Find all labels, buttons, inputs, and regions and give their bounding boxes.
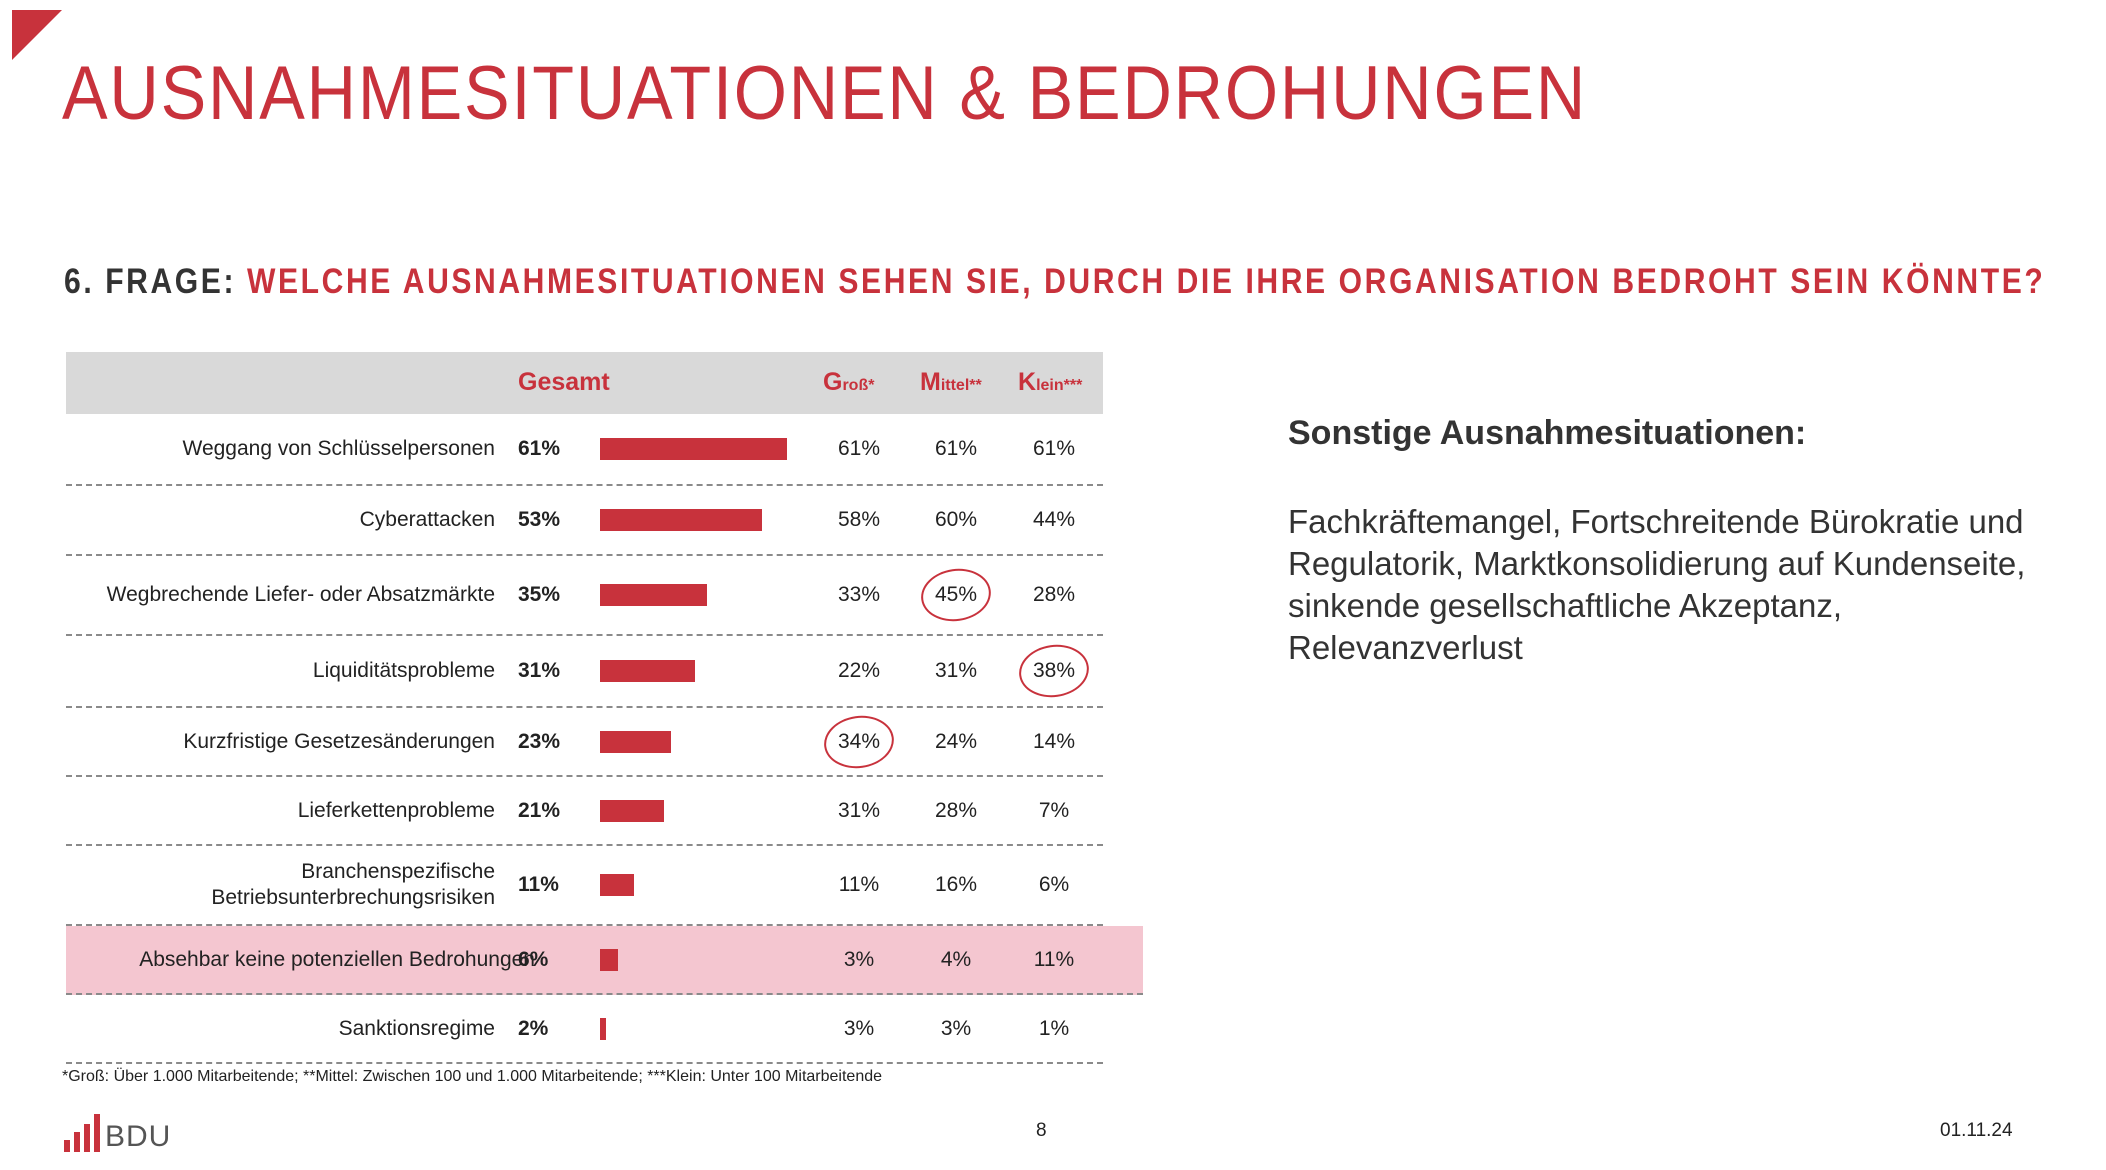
- row-gross-value: 3%: [843, 1016, 875, 1040]
- row-klein-value: 61%: [1032, 437, 1076, 460]
- row-mittel-value-circled: 45%: [934, 583, 978, 606]
- table-header: Gesamt Groß* Mittel** Klein***: [66, 352, 1103, 414]
- row-mittel-value: 28%: [934, 798, 978, 822]
- page-number: 8: [1036, 1120, 1047, 1141]
- row-gross-value: 22%: [837, 659, 881, 682]
- table-row: Absehbar keine potenziellen Bedrohungen 6…: [66, 926, 1143, 995]
- row-total-value: 23%: [518, 729, 561, 753]
- row-label: Sanktionsregime: [338, 1016, 495, 1040]
- row-klein-value: 6%: [1038, 873, 1070, 896]
- footnote: *Groß: Über 1.000 Mitarbeitende; **Mitte…: [62, 1068, 883, 1085]
- row-total-value: 21%: [518, 798, 561, 822]
- row-total-value: 6%: [518, 947, 549, 971]
- total-bar: [600, 584, 708, 606]
- row-total-value: 2%: [518, 1016, 549, 1040]
- logo-bars-icon: [64, 1114, 100, 1152]
- question-text: WELCHE AUSNAHMESITUATIONEN SEHEN SIE, DU…: [247, 262, 2046, 301]
- row-klein-value: 7%: [1038, 798, 1070, 822]
- row-mittel-value: 16%: [934, 873, 978, 896]
- table-row: Weggang von Schlüsselpersonen 61% 61% 61% 61…: [66, 414, 1103, 486]
- row-total-value: 35%: [518, 583, 561, 606]
- table-row: Sanktionsregime 2% 3% 3% 1%: [66, 995, 1103, 1064]
- row-gross-value: 3%: [843, 947, 875, 971]
- row-label: Branchenspezifische Betriebsunterbrechun…: [211, 860, 495, 909]
- row-total-value: 11%: [518, 873, 559, 896]
- table-row: Branchenspezifische Betriebsunterbrechun…: [66, 846, 1103, 926]
- row-mittel-value: 4%: [940, 947, 972, 971]
- total-bar: [600, 509, 763, 531]
- row-gross-value: 11%: [838, 873, 880, 896]
- row-gross-value-circled: 34%: [837, 729, 881, 753]
- row-label: Absehbar keine potenziellen Bedrohungen: [139, 947, 535, 971]
- row-gross-value: 58%: [837, 508, 881, 531]
- row-total-value: 31%: [518, 659, 561, 682]
- row-gross-value: 33%: [837, 583, 881, 606]
- total-bar: [600, 438, 787, 460]
- table-row: Lieferkettenprobleme 21% 31% 28% 7%: [66, 777, 1103, 846]
- row-label: Liquiditätsprobleme: [312, 659, 495, 682]
- row-mittel-value: 60%: [934, 508, 978, 531]
- row-mittel-value: 31%: [934, 659, 978, 682]
- table-row: Wegbrechende Liefer- oder Absatzmärkte 35…: [66, 556, 1103, 636]
- row-label: Wegbrechende Liefer- oder Absatzmärkte: [106, 583, 495, 606]
- corner-triangle: [12, 10, 62, 60]
- header-gross: Groß*: [823, 368, 875, 396]
- slide-date: 01.11.24: [1940, 1120, 2013, 1141]
- row-gross-value: 61%: [837, 437, 881, 460]
- header-klein: Klein***: [1018, 368, 1083, 396]
- total-bar: [600, 948, 619, 971]
- row-klein-value: 28%: [1032, 583, 1076, 606]
- row-mittel-value: 3%: [940, 1016, 972, 1040]
- question-heading: 6. FRAGE: WELCHE AUSNAHMESITUATIONEN SEH…: [64, 262, 2045, 302]
- sonstige-body: Fachkräftemangel, Fortschreitende Bürokr…: [1288, 503, 2026, 666]
- question-prefix: 6. FRAGE:: [64, 262, 237, 301]
- total-bar: [600, 874, 634, 896]
- table-row: Cyberattacken 53% 58% 60% 44%: [66, 486, 1103, 556]
- total-bar: [600, 730, 671, 753]
- row-total-value: 61%: [518, 437, 561, 460]
- row-klein-value: 44%: [1032, 508, 1076, 531]
- sonstige-panel: Sonstige Ausnahmesituationen: Fachkräfte…: [1288, 414, 2048, 669]
- row-mittel-value: 61%: [934, 437, 978, 460]
- bdu-logo: BDU: [64, 1112, 171, 1152]
- header-gesamt: Gesamt: [518, 368, 610, 396]
- table-body: Weggang von Schlüsselpersonen 61% 61% 61% 61…: [66, 414, 1143, 1064]
- row-label: Cyberattacken: [359, 508, 495, 531]
- header-mittel: Mittel**: [920, 368, 982, 396]
- row-label: Lieferkettenprobleme: [297, 798, 495, 822]
- row-gross-value: 31%: [837, 798, 881, 822]
- table-row: Kurzfristige Gesetzesänderungen 23% 34% 24%…: [66, 708, 1103, 777]
- page-title: AUSNAHMESITUATIONEN & BEDROHUNGEN: [62, 51, 1588, 136]
- row-klein-value: 14%: [1032, 729, 1076, 753]
- results-table: Gesamt Groß* Mittel** Klein*** Weggang v…: [66, 352, 1143, 1064]
- row-klein-value: 11%: [1033, 947, 1075, 971]
- row-klein-value: 1%: [1038, 1016, 1070, 1040]
- total-bar: [600, 660, 696, 682]
- total-bar: [600, 1017, 607, 1040]
- row-mittel-value: 24%: [934, 729, 978, 753]
- row-label: Kurzfristige Gesetzesänderungen: [183, 729, 495, 753]
- table-row: Liquiditätsprobleme 31% 22% 31% 38%: [66, 636, 1103, 708]
- row-klein-value-circled: 38%: [1032, 659, 1076, 682]
- total-bar: [600, 799, 665, 822]
- row-total-value: 53%: [518, 508, 561, 531]
- row-label: Weggang von Schlüsselpersonen: [182, 437, 496, 460]
- sonstige-title: Sonstige Ausnahmesituationen:: [1288, 414, 1807, 452]
- logo-text: BDU: [105, 1120, 172, 1153]
